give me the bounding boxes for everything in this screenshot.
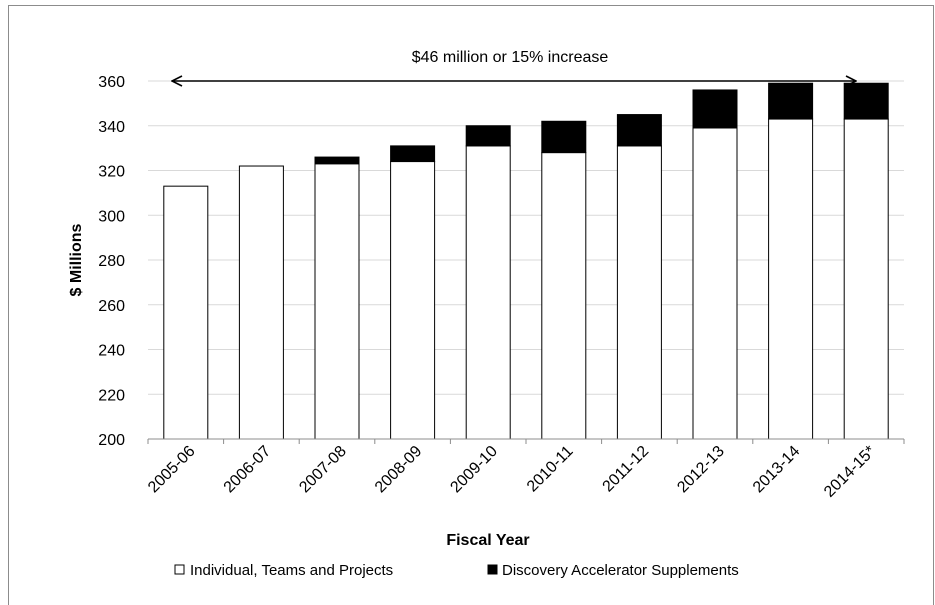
legend-swatch-individual [174,564,185,575]
bar-individual [238,165,284,440]
bar-discovery [541,120,587,154]
x-tick-label: 2014-15* [821,443,879,501]
bar-discovery [768,82,814,120]
x-tick-label: 2006-07 [221,443,275,497]
y-tick-label: 340 [98,119,125,136]
x-tick-label: 2013-14 [750,443,804,497]
legend: Individual, Teams and Projects Discovery… [174,562,739,579]
y-tick-label: 320 [98,164,125,181]
x-tick-label: 2011-12 [600,443,653,496]
legend-label-discovery: Discovery Accelerator Supplements [502,562,739,579]
bar-discovery [314,156,360,165]
bars [163,82,889,440]
x-tick-label: 2007-08 [296,443,350,497]
x-tick-label: 2009-10 [447,443,501,497]
y-tick-label: 240 [98,343,125,360]
increase-annotation: $46 million or 15% increase [412,49,609,66]
legend-swatch-discovery [487,564,498,575]
bar-discovery [465,125,511,147]
bar-individual [843,118,889,440]
bar-individual [465,145,511,440]
x-axis-title: Fiscal Year [446,532,529,549]
y-tick-label: 220 [98,387,125,404]
bar-individual [768,118,814,440]
bar-individual [541,152,587,440]
x-tick-label: 2012-13 [674,443,728,497]
bar-individual [692,127,738,440]
x-axis-ticks: 2005-06 2006-07 2007-08 2008-09 2009-10 2010-… [145,439,905,501]
y-tick-label: 300 [98,208,125,225]
bar-individual [314,163,360,440]
y-tick-label: 260 [98,298,125,315]
y-tick-label: 280 [98,253,125,270]
bar-discovery [692,89,738,129]
bar-individual [163,185,209,440]
y-tick-label: 200 [98,432,125,449]
bar-discovery [390,145,436,163]
chart-frame [8,5,934,605]
x-tick-label: 2005-06 [145,443,199,497]
x-tick-label: 2008-09 [372,443,426,497]
y-axis-ticks: 200 220 240 260 280 300 320 340 360 [98,74,125,449]
bar-discovery [616,114,662,147]
bar-individual [616,145,662,440]
legend-label-individual: Individual, Teams and Projects [190,562,393,579]
y-tick-label: 360 [98,74,125,91]
bar-individual [390,161,436,440]
bar-discovery [843,82,889,120]
x-tick-label: 2010-11 [524,443,577,496]
y-axis-title: $ Millions [68,223,85,296]
